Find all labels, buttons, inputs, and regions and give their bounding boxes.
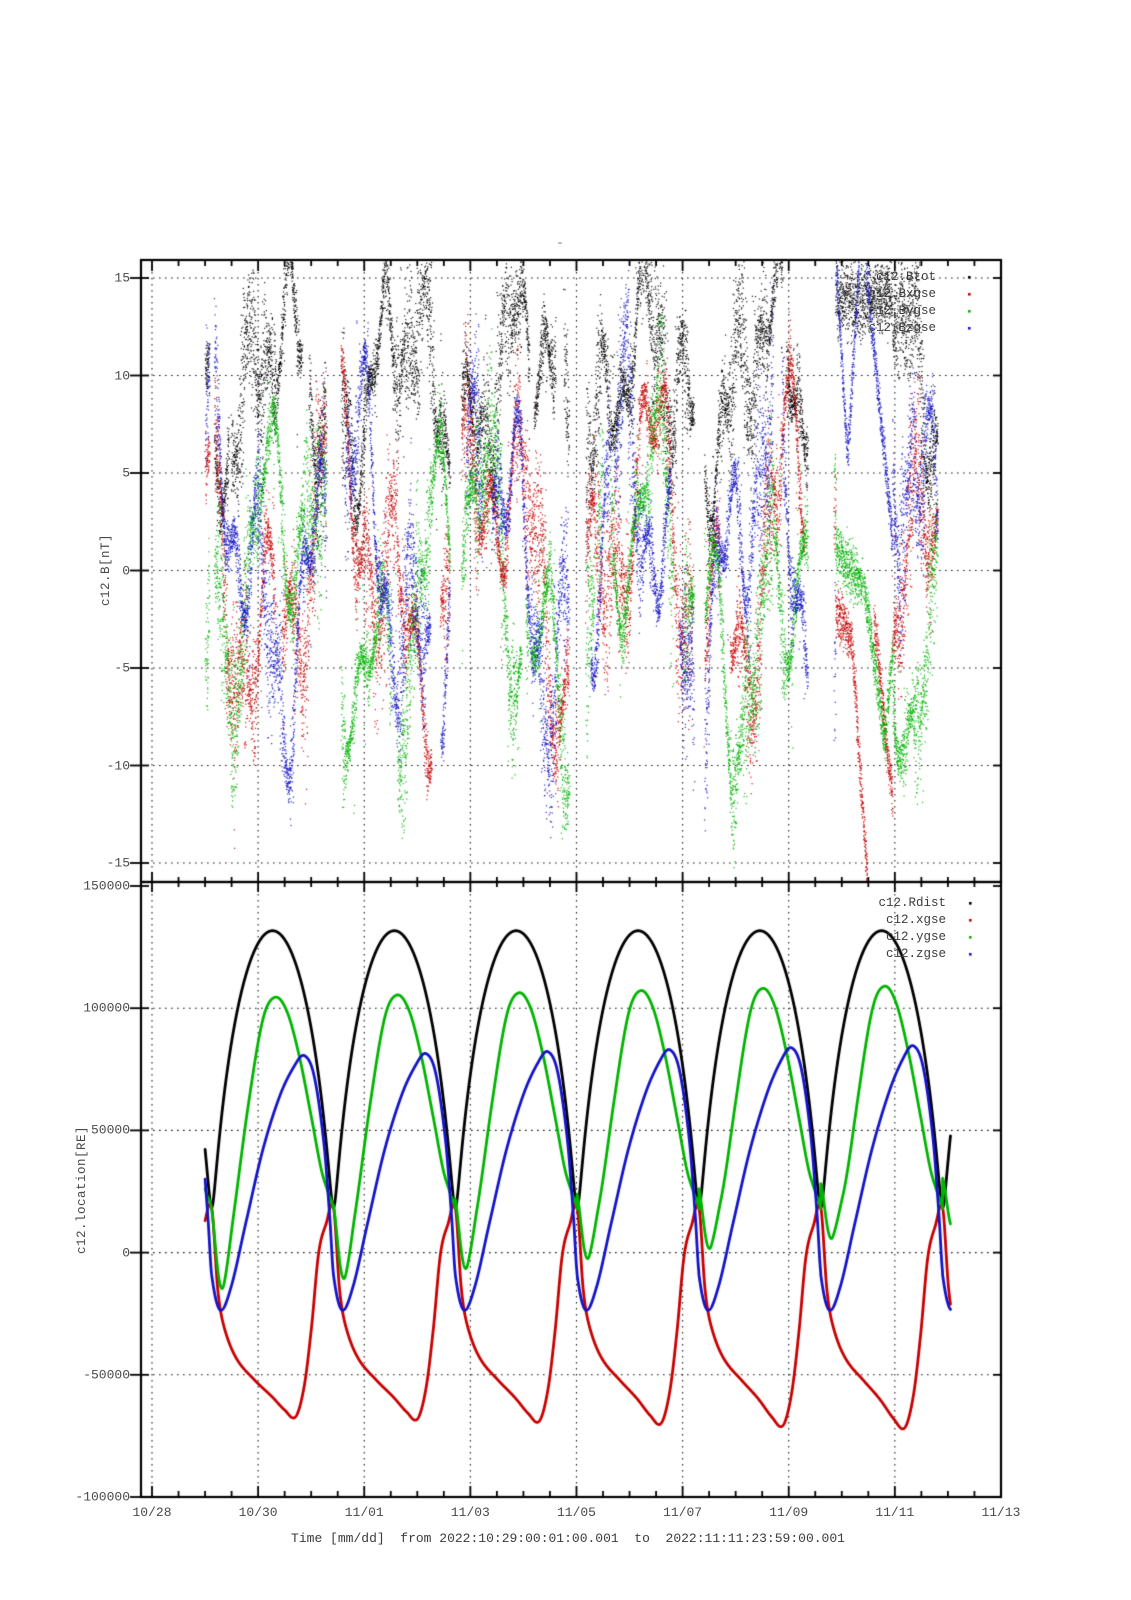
location-legend-entry: c12.Rdist	[878, 895, 946, 910]
field-y-tick-label: 10	[114, 368, 130, 383]
location-legend-entry: c12.xgse	[885, 912, 946, 927]
field-y-tick-label: 15	[114, 270, 130, 286]
x-tick-label: 10/28	[132, 1505, 172, 1520]
field-legend-entry: c12.Bygse	[868, 303, 936, 318]
field-y-tick-label: 0	[122, 563, 130, 578]
location-legend-entry: c12.ygse	[885, 929, 946, 944]
field-y-tick-label: -15	[106, 855, 130, 871]
field-y-tick-label: 5	[122, 465, 130, 481]
x-tick-label: 11/09	[769, 1505, 809, 1520]
field-y-tick-label: -5	[114, 660, 130, 676]
location-legend-entry: c12.zgse	[885, 946, 946, 961]
field-legend-entry: c12.Bzgse	[868, 320, 936, 335]
field-legend-entry: c12.Bxgse	[868, 286, 936, 301]
location-y-axis-label: c12.location[RE]	[75, 1125, 89, 1255]
x-tick-label: 10/30	[238, 1505, 278, 1520]
x-tick-label: 11/07	[663, 1505, 703, 1520]
plot-title: -	[556, 236, 564, 250]
x-tick-label: 11/03	[450, 1505, 490, 1520]
field-legend-entry: c12.Btot	[875, 269, 936, 284]
field-y-tick-label: -10	[106, 758, 130, 773]
x-tick-label: 11/05	[556, 1505, 596, 1520]
x-tick-label: 11/13	[981, 1505, 1021, 1520]
location-y-tick-label: -50000	[83, 1367, 130, 1383]
location-y-tick-label: 100000	[83, 1000, 130, 1016]
location-y-tick-label: 150000	[83, 878, 130, 894]
x-tick-label: 11/11	[875, 1505, 915, 1520]
location-y-tick-label: 0	[122, 1245, 130, 1261]
x-tick-label: 11/01	[344, 1505, 384, 1520]
location-y-tick-label: 50000	[90, 1122, 130, 1138]
location-y-tick-label: -100000	[75, 1489, 130, 1505]
x-axis-label: Time [mm/dd] from 2022:10:29:00:01:00.00…	[291, 1531, 845, 1546]
